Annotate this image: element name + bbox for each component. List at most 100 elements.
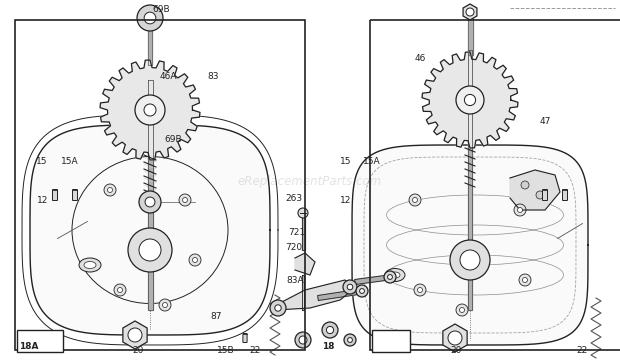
Text: 20: 20 [450, 346, 461, 355]
Circle shape [192, 257, 198, 262]
Circle shape [412, 198, 417, 202]
Text: 18: 18 [322, 342, 334, 351]
FancyBboxPatch shape [73, 190, 78, 201]
Polygon shape [275, 280, 355, 310]
Polygon shape [100, 60, 200, 160]
Text: 46: 46 [414, 54, 425, 63]
Bar [370, 20, 620, 350]
Circle shape [114, 284, 126, 296]
Polygon shape [302, 275, 304, 310]
Bar [17, 330, 63, 352]
Circle shape [521, 181, 529, 189]
Circle shape [536, 191, 544, 199]
FancyBboxPatch shape [243, 333, 247, 343]
Circle shape [275, 305, 281, 311]
Circle shape [519, 274, 531, 286]
Circle shape [523, 277, 528, 282]
Polygon shape [355, 276, 386, 285]
Text: 83A: 83A [286, 276, 304, 285]
Polygon shape [295, 253, 315, 275]
Circle shape [162, 302, 167, 308]
Circle shape [450, 240, 490, 280]
Circle shape [128, 228, 172, 272]
Text: 87: 87 [210, 312, 222, 321]
Circle shape [135, 95, 165, 125]
Bar [15, 20, 305, 350]
Circle shape [356, 285, 368, 297]
Polygon shape [463, 4, 477, 20]
FancyBboxPatch shape [542, 190, 547, 201]
Circle shape [270, 300, 286, 316]
Circle shape [144, 12, 156, 24]
Circle shape [145, 197, 155, 207]
Circle shape [459, 308, 464, 313]
Text: 22: 22 [577, 346, 588, 355]
Circle shape [360, 289, 365, 293]
Circle shape [298, 208, 308, 218]
Text: 720: 720 [285, 243, 303, 252]
Circle shape [384, 271, 396, 283]
Polygon shape [148, 80, 153, 310]
Text: 721: 721 [288, 229, 306, 237]
Ellipse shape [390, 272, 400, 278]
Text: 15: 15 [36, 158, 48, 166]
Polygon shape [317, 289, 358, 300]
Polygon shape [301, 215, 304, 250]
Text: 263: 263 [285, 194, 303, 203]
Circle shape [409, 194, 421, 206]
FancyBboxPatch shape [562, 190, 567, 201]
Circle shape [326, 327, 334, 333]
Polygon shape [148, 18, 152, 65]
Text: 83: 83 [208, 72, 219, 81]
Circle shape [344, 334, 356, 346]
Circle shape [182, 198, 187, 202]
Circle shape [417, 288, 422, 293]
Polygon shape [422, 52, 518, 148]
Circle shape [322, 322, 338, 338]
Circle shape [456, 304, 468, 316]
Ellipse shape [79, 258, 101, 272]
Circle shape [139, 191, 161, 213]
Polygon shape [352, 145, 588, 345]
Circle shape [460, 250, 480, 270]
Polygon shape [443, 324, 467, 352]
Polygon shape [468, 50, 472, 310]
Text: 15A: 15A [61, 158, 78, 166]
Circle shape [189, 254, 201, 266]
Text: 15B: 15B [217, 346, 234, 355]
Ellipse shape [84, 261, 96, 269]
Text: 22: 22 [249, 346, 260, 355]
Text: 15A: 15A [363, 158, 381, 166]
Circle shape [514, 204, 526, 216]
Circle shape [179, 194, 191, 206]
Circle shape [414, 284, 426, 296]
FancyBboxPatch shape [53, 190, 58, 201]
Polygon shape [510, 170, 560, 210]
Ellipse shape [385, 269, 405, 281]
Circle shape [139, 239, 161, 261]
Circle shape [159, 299, 171, 311]
Circle shape [466, 8, 474, 16]
Text: eReplacementParts.com: eReplacementParts.com [238, 175, 382, 189]
Circle shape [299, 336, 307, 344]
Polygon shape [30, 125, 270, 335]
Text: 46A: 46A [160, 72, 177, 81]
Circle shape [464, 94, 476, 106]
Text: 47: 47 [539, 118, 551, 126]
Circle shape [456, 86, 484, 114]
Circle shape [347, 284, 353, 290]
Text: 69B: 69B [164, 135, 182, 143]
Text: 15: 15 [340, 158, 352, 166]
Circle shape [448, 331, 462, 345]
Text: 12: 12 [340, 196, 351, 205]
Circle shape [107, 187, 112, 193]
Text: 18A: 18A [19, 342, 38, 351]
Circle shape [118, 288, 123, 293]
Circle shape [295, 332, 311, 348]
Text: 12: 12 [37, 196, 48, 205]
Text: 20: 20 [132, 346, 143, 355]
Bar [372, 330, 410, 352]
Circle shape [104, 184, 116, 196]
Circle shape [343, 280, 357, 294]
Circle shape [348, 337, 352, 343]
